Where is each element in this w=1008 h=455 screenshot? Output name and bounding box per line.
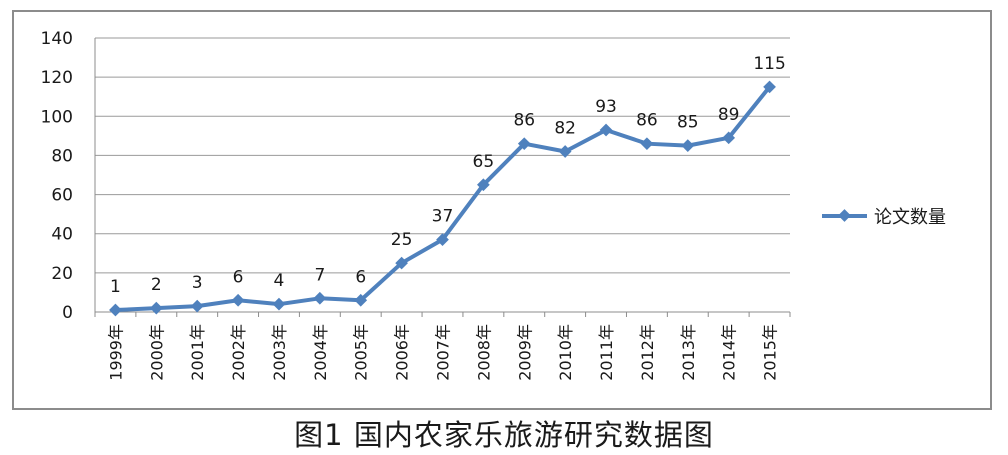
x-tick-label: 2002年	[229, 324, 248, 381]
y-tick-label: 100	[41, 107, 73, 127]
data-point-marker	[109, 303, 122, 317]
data-label: 3	[192, 273, 203, 293]
x-tick-label: 2005年	[352, 324, 371, 381]
line-chart: 0 20 40 60 80 100 120 140 1999年 2000年 2001年 2002年 2…	[41, 29, 946, 381]
data-label: 25	[391, 230, 413, 250]
data-label: 82	[554, 119, 576, 139]
x-tick-label: 2003年	[270, 324, 289, 381]
x-tick-label: 2006年	[393, 324, 412, 381]
x-tick-label: 2007年	[434, 324, 453, 381]
data-point-marker	[681, 139, 695, 153]
legend-diamond-marker	[838, 209, 851, 222]
y-tick-label: 140	[41, 29, 73, 49]
data-label: 89	[718, 105, 740, 125]
data-point-marker	[231, 293, 245, 307]
data-point-marker	[313, 291, 327, 305]
y-tick-label: 40	[51, 225, 73, 245]
x-tick-label: 2000年	[147, 324, 166, 381]
data-point-marker	[395, 256, 408, 270]
data-label: 37	[432, 207, 454, 227]
x-tick-label: 2015年	[761, 324, 780, 381]
data-label: 6	[355, 267, 366, 287]
x-axis-tick-labels: 1999年 2000年 2001年 2002年 2003年 2004年 2005年 2006年…	[94, 312, 791, 381]
data-label: 1	[110, 277, 121, 297]
data-label: 6	[233, 267, 244, 287]
x-tick-label: 2014年	[720, 324, 739, 381]
y-tick-label: 80	[51, 146, 73, 166]
data-label: 65	[473, 152, 495, 172]
x-tick-label: 2013年	[679, 324, 698, 381]
series-layer	[109, 80, 776, 317]
data-label: 4	[274, 271, 285, 291]
y-axis-tick-labels: 0 20 40 60 80 100 120 140	[41, 29, 73, 323]
data-point-marker	[190, 299, 204, 313]
x-tick-label: 2011年	[597, 324, 616, 381]
y-tick-label: 20	[51, 264, 73, 284]
legend-label: 论文数量	[874, 207, 946, 228]
data-point-marker	[149, 301, 163, 315]
data-point-marker	[640, 137, 654, 151]
data-label: 86	[636, 111, 658, 131]
y-tick-label: 60	[51, 186, 73, 206]
data-label: 93	[595, 97, 617, 117]
figure-caption: 图1 国内农家乐旅游研究数据图	[294, 418, 714, 452]
x-tick-label: 2009年	[515, 324, 534, 381]
x-tick-label: 2001年	[188, 324, 207, 381]
y-tick-label: 120	[41, 68, 73, 88]
data-point-marker	[354, 293, 368, 307]
x-tick-label: 1999年	[106, 324, 125, 381]
x-tick-label: 2004年	[311, 324, 330, 381]
data-point-marker	[272, 297, 286, 311]
x-tick-label: 2012年	[638, 324, 657, 381]
data-label: 7	[314, 265, 325, 285]
series-line-0	[115, 85, 772, 313]
gridlines	[94, 37, 790, 313]
x-tick-label: 2008年	[474, 324, 493, 381]
y-tick-label: 0	[62, 303, 73, 323]
data-point-marker	[436, 233, 449, 246]
data-labels: 1 2 3 6 4 7 6 25 37 65 86 82 93 86 85 89 115	[110, 54, 786, 297]
data-label: 2	[151, 275, 162, 295]
x-tick-label: 2010年	[556, 324, 575, 381]
data-point-marker	[477, 178, 490, 192]
data-label: 115	[753, 54, 785, 74]
data-label: 85	[677, 113, 699, 133]
legend: 论文数量	[822, 207, 946, 228]
data-label: 86	[513, 111, 535, 131]
